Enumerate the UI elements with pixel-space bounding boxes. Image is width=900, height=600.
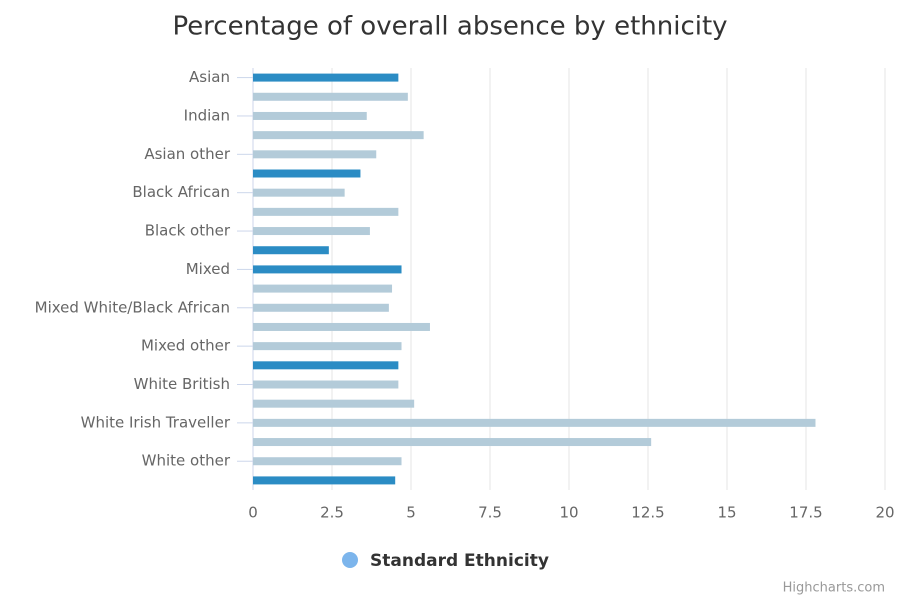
x-tick-label: 7.5	[478, 504, 502, 522]
y-tick-label: Asian other	[144, 145, 231, 163]
y-tick-label: Asian	[189, 68, 230, 86]
credits[interactable]: Highcharts.com	[783, 581, 885, 596]
bar	[253, 438, 652, 447]
y-tick-label: White British	[134, 375, 230, 393]
bar	[253, 303, 389, 312]
bar	[253, 207, 399, 216]
bar	[253, 131, 424, 140]
y-tick-label: Black other	[145, 222, 231, 240]
bar	[253, 188, 345, 197]
bar	[253, 111, 367, 120]
x-tick-label: 10	[559, 504, 578, 522]
y-tick-label: Mixed White/Black African	[35, 298, 230, 316]
y-tick-label: Mixed	[186, 260, 230, 278]
x-tick-label: 17.5	[789, 504, 822, 522]
bar	[253, 322, 430, 331]
y-tick-label: White other	[142, 452, 231, 470]
bar	[253, 399, 415, 408]
x-tick-label: 20	[875, 504, 894, 522]
bar	[253, 418, 816, 427]
bar	[253, 265, 402, 274]
bar	[253, 150, 377, 159]
bar	[253, 476, 396, 485]
y-tick-label: Indian	[184, 106, 230, 124]
y-tick-label: Black African	[132, 183, 230, 201]
y-tick-label: White Irish Traveller	[81, 413, 231, 431]
bar	[253, 73, 399, 82]
x-tick-label: 0	[248, 504, 258, 522]
chart-title: Percentage of overall absence by ethnici…	[172, 12, 727, 42]
bar	[253, 92, 408, 101]
bar	[253, 284, 393, 293]
x-tick-label: 15	[717, 504, 736, 522]
x-tick-label: 5	[406, 504, 416, 522]
bar	[253, 246, 329, 255]
bar	[253, 361, 399, 370]
bar	[253, 342, 402, 351]
x-tick-label: 2.5	[320, 504, 344, 522]
bar	[253, 457, 402, 466]
y-tick-label: Mixed other	[141, 337, 231, 355]
bar	[253, 169, 361, 178]
bar	[253, 380, 399, 389]
bar	[253, 227, 370, 236]
x-tick-label: 12.5	[631, 504, 664, 522]
legend-label[interactable]: Standard Ethnicity	[370, 551, 549, 571]
legend-symbol	[342, 552, 358, 568]
